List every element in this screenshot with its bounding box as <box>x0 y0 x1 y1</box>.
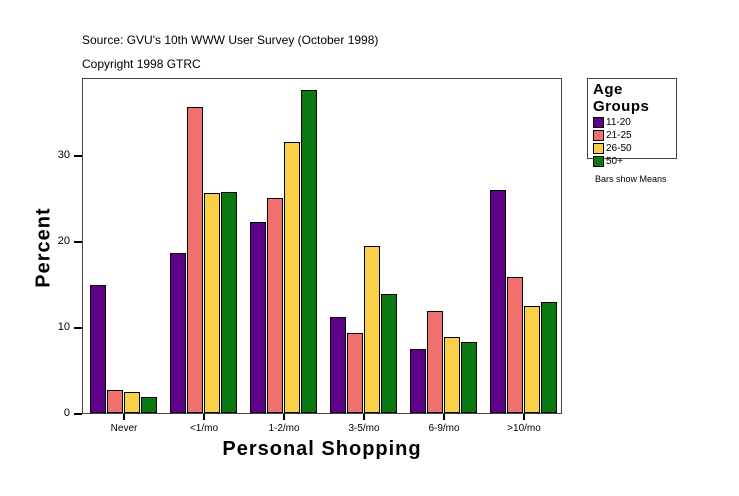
legend: Age Groups 11-20 21-25 26-50 50+ <box>587 78 677 167</box>
y-tick-label: 30 <box>57 149 70 161</box>
bar <box>410 349 426 413</box>
x-tick <box>363 414 365 420</box>
legend-swatch <box>593 156 604 167</box>
x-tick-label: 6-9/mo <box>428 423 460 434</box>
bar <box>170 253 186 413</box>
y-tick <box>74 155 82 157</box>
legend-swatch <box>593 117 604 128</box>
x-tick <box>523 414 525 420</box>
legend-title: Age Groups <box>593 81 650 115</box>
x-axis-title: Personal Shopping <box>222 438 422 460</box>
legend-label: 26-50 <box>606 143 632 154</box>
y-tick <box>74 327 82 329</box>
bar <box>284 142 300 413</box>
legend-label: 50+ <box>606 156 623 167</box>
legend-item: 26-50 <box>593 142 671 155</box>
y-tick-label: 10 <box>57 321 70 333</box>
x-tick <box>283 414 285 420</box>
bar <box>427 311 443 413</box>
bar <box>541 302 557 413</box>
x-tick-label: 3-5/mo <box>348 423 380 434</box>
y-tick <box>74 413 82 415</box>
bar <box>141 397 157 413</box>
y-axis-title: Percent <box>32 207 55 288</box>
bar <box>461 342 477 413</box>
bar <box>490 190 506 413</box>
copyright-text: Copyright 1998 GTRC <box>82 57 201 71</box>
bar <box>250 222 266 413</box>
legend-item: 50+ <box>593 155 671 168</box>
bar <box>330 317 346 413</box>
plot-area <box>82 78 562 414</box>
bar <box>107 390 123 413</box>
bar <box>187 107 203 413</box>
bar <box>364 246 380 413</box>
bar <box>524 306 540 413</box>
source-text: Source: GVU's 10th WWW User Survey (Octo… <box>82 33 379 47</box>
legend-items: 11-20 21-25 26-50 50+ <box>593 116 671 168</box>
y-tick <box>74 241 82 243</box>
x-tick-label: <1/mo <box>189 423 219 434</box>
bar <box>124 392 140 413</box>
x-tick-label: 1-2/mo <box>268 423 300 434</box>
bar <box>221 192 237 413</box>
bars-note: Bars show Means <box>595 174 667 184</box>
bar <box>204 193 220 413</box>
bar <box>267 198 283 413</box>
legend-label: 11-20 <box>606 117 631 128</box>
x-tick <box>203 414 205 420</box>
x-tick <box>443 414 445 420</box>
bar <box>90 285 106 413</box>
x-tick-label: >10/mo <box>507 423 541 434</box>
bar <box>507 277 523 413</box>
bar <box>301 90 317 413</box>
legend-item: 11-20 <box>593 116 671 129</box>
legend-item: 21-25 <box>593 129 671 142</box>
legend-swatch <box>593 130 604 141</box>
legend-swatch <box>593 143 604 154</box>
bar <box>444 337 460 413</box>
bar <box>347 333 363 413</box>
bar <box>381 294 397 413</box>
x-tick-label: Never <box>110 423 138 434</box>
y-tick-label: 0 <box>63 407 70 419</box>
y-tick-label: 20 <box>57 235 70 247</box>
x-tick <box>123 414 125 420</box>
legend-label: 21-25 <box>606 130 632 141</box>
